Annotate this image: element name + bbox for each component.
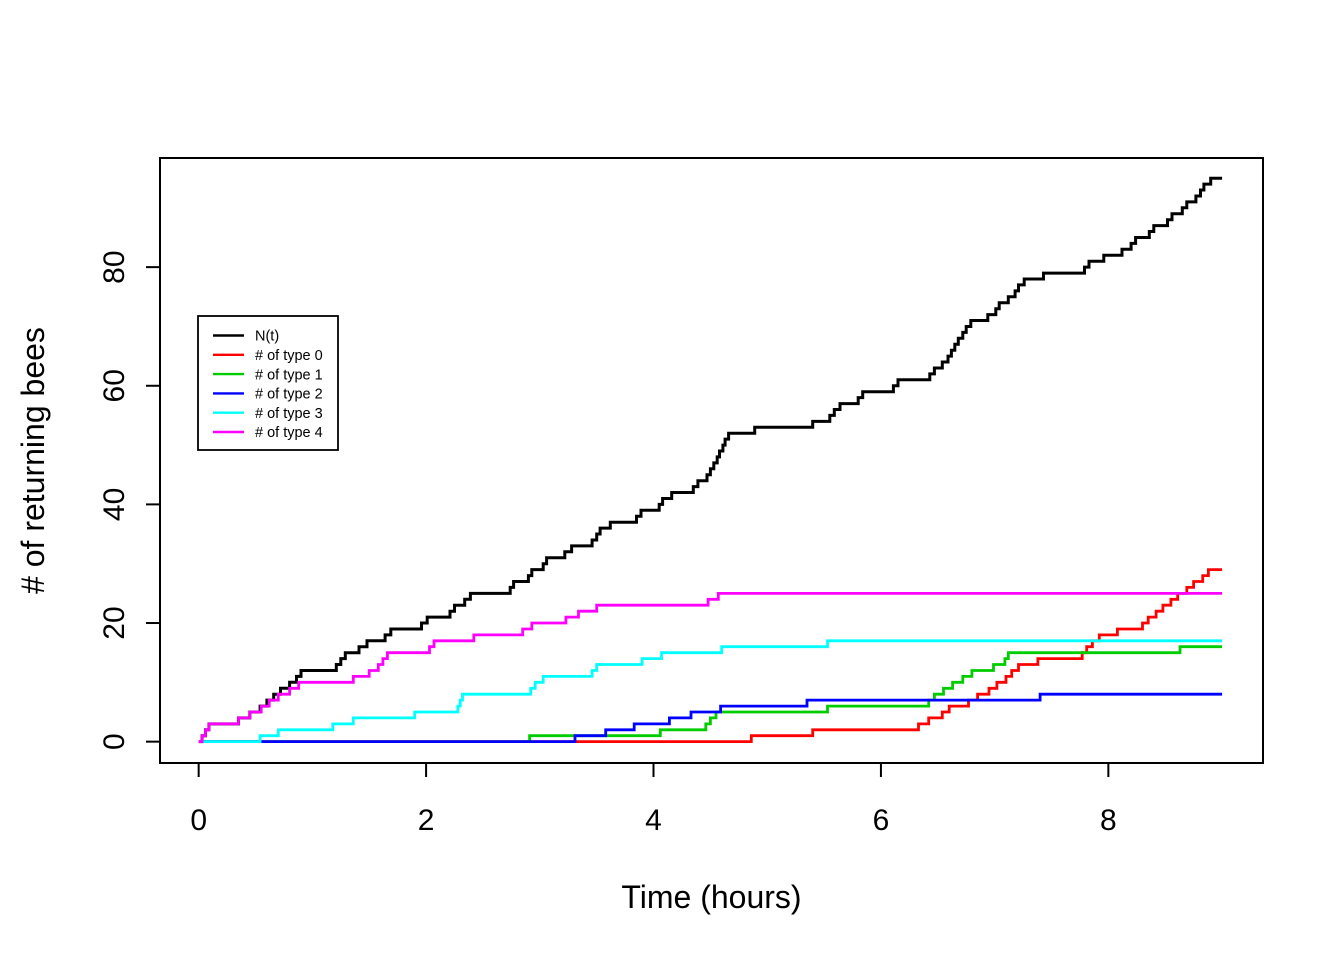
legend-label: # of type 4: [255, 425, 323, 441]
y-tick-label: 0: [98, 733, 131, 750]
x-tick-label: 0: [190, 804, 207, 837]
x-tick-label: 6: [873, 804, 890, 837]
x-tick-label: 8: [1100, 804, 1117, 837]
y-tick-label: 80: [98, 250, 131, 283]
plot-border: [159, 157, 1264, 764]
legend-label: N(t): [255, 329, 279, 345]
series-line-n-t-: [198, 176, 1223, 744]
series-line--of-type-0: [198, 568, 1223, 743]
legend-label: # of type 3: [255, 406, 323, 422]
legend-label: # of type 0: [255, 348, 323, 364]
series-line--of-type-2: [198, 692, 1223, 743]
x-axis-title: Time (hours): [621, 879, 801, 915]
legend-label: # of type 2: [255, 387, 323, 403]
x-tick-label: 2: [418, 804, 435, 837]
x-tick-label: 4: [645, 804, 662, 837]
series-line--of-type-4: [198, 592, 1223, 743]
y-tick-label: 20: [98, 606, 131, 639]
y-tick-label: 40: [98, 488, 131, 521]
legend-label: # of type 1: [255, 367, 323, 383]
series-line--of-type-3: [198, 639, 1223, 743]
legend-box: [197, 315, 339, 451]
y-tick-label: 60: [98, 369, 131, 402]
y-axis-title: # of returning bees: [15, 327, 51, 594]
series-line--of-type-1: [198, 645, 1223, 743]
